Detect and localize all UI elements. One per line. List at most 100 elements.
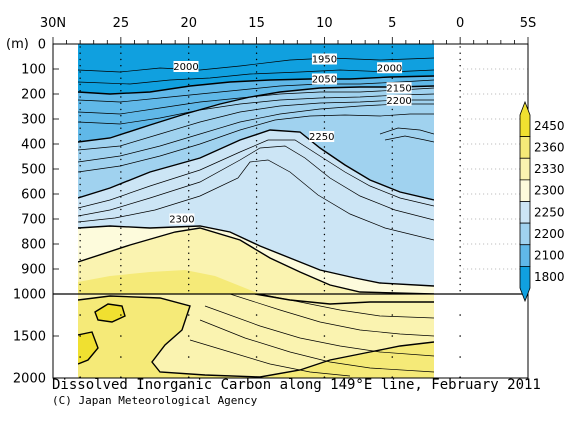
station-dot: [459, 140, 461, 142]
colorbar-segment: [519, 222, 531, 246]
station-dot: [323, 240, 326, 242]
station-dot: [120, 90, 122, 92]
fill-lower-2360-2450-b: [78, 332, 98, 364]
colorbar-segment: [519, 179, 531, 202]
station-dot: [255, 252, 258, 254]
station-dot: [323, 158, 326, 161]
y-tick-label: 1500: [13, 330, 46, 345]
station-dot: [188, 77, 190, 79]
station-dot: [255, 108, 258, 111]
station-dot: [79, 246, 81, 248]
station-dot: [188, 271, 190, 273]
station-dot: [79, 133, 81, 136]
station-dot: [120, 146, 122, 148]
station-dot: [459, 96, 461, 98]
station-dot: [255, 77, 258, 79]
station-dot: [120, 177, 122, 179]
station-dot: [391, 158, 393, 161]
station-dot: [459, 133, 461, 136]
station-dot: [459, 52, 461, 54]
station-dot: [459, 277, 461, 279]
colorbar-label: 2330: [534, 162, 565, 176]
station-dot: [323, 314, 326, 316]
station-dot: [255, 283, 258, 286]
station-dot: [188, 121, 190, 123]
station-dot: [120, 246, 122, 248]
station-dot: [79, 202, 81, 204]
x-tick-label: 25: [113, 16, 130, 31]
station-dot: [255, 202, 258, 204]
station-dot: [323, 335, 326, 337]
colorbar-label: 1800: [534, 270, 565, 284]
station-dot: [459, 233, 461, 236]
station-dot: [255, 277, 258, 279]
station-dot: [459, 65, 461, 67]
station-dot: [459, 146, 461, 148]
station-dot: [255, 183, 258, 186]
station-dot: [255, 314, 258, 316]
x-tick-label: 0: [456, 16, 464, 31]
station-dot: [459, 152, 461, 154]
station-dot: [120, 71, 122, 73]
contour-lines-lower-thick: [78, 294, 434, 378]
contour-label-bg: [169, 213, 195, 225]
y-tick-label: 600: [21, 188, 46, 203]
x-tick-label: 10: [316, 16, 333, 31]
station-dot: [188, 158, 190, 161]
station-dot: [391, 277, 393, 279]
station-dot: [459, 83, 461, 86]
station-dot: [120, 221, 122, 223]
station-dot: [391, 165, 393, 167]
station-dot: [391, 121, 393, 123]
colorbar-segment: [519, 157, 531, 181]
top-axis: 30N 25 20 15 10 5 0 5S: [40, 16, 536, 44]
station-dot: [79, 58, 81, 61]
station-dot: [459, 252, 461, 254]
contour-label-bg: [173, 61, 199, 72]
station-dot: [323, 258, 326, 261]
station-dot: [79, 290, 81, 292]
station-dot: [323, 121, 326, 123]
station-dot: [391, 171, 393, 173]
station-dot: [120, 196, 122, 198]
station-dot: [79, 152, 81, 154]
station-dot: [79, 252, 81, 254]
station-dot: [459, 58, 461, 61]
station-dot: [459, 121, 461, 123]
station-dot: [79, 46, 81, 48]
station-dot: [120, 271, 122, 273]
station-dot: [255, 58, 258, 61]
station-dot: [120, 158, 122, 161]
station-dot: [255, 208, 258, 211]
station-dot: [323, 102, 326, 104]
station-dot: [79, 208, 81, 211]
contour-label: 2250: [309, 132, 334, 143]
station-dot: [188, 277, 190, 279]
station-dot: [188, 58, 190, 61]
station-dot: [79, 314, 81, 316]
station-dot: [323, 290, 326, 292]
station-dot: [459, 290, 461, 292]
contour-label-bg: [377, 62, 403, 74]
station-dot: [255, 102, 258, 104]
station-dot: [79, 177, 81, 179]
colorbar-segment: [519, 244, 531, 267]
station-dot: [391, 152, 393, 154]
station-dot: [391, 208, 393, 211]
station-dot: [188, 108, 190, 111]
station-dot: [188, 190, 190, 192]
station-dot: [391, 183, 393, 186]
station-dot: [188, 140, 190, 142]
station-dot: [459, 335, 461, 337]
station-dot: [188, 208, 190, 211]
station-dot: [120, 258, 122, 261]
station-dot: [323, 227, 326, 229]
station-dot: [120, 165, 122, 167]
station-dot: [79, 102, 81, 104]
x-tick-label: 30N: [40, 16, 66, 31]
station-dot: [391, 46, 393, 48]
station-dot: [255, 133, 258, 136]
station-dot: [255, 171, 258, 173]
station-dot: [323, 183, 326, 186]
station-dot: [120, 77, 122, 79]
